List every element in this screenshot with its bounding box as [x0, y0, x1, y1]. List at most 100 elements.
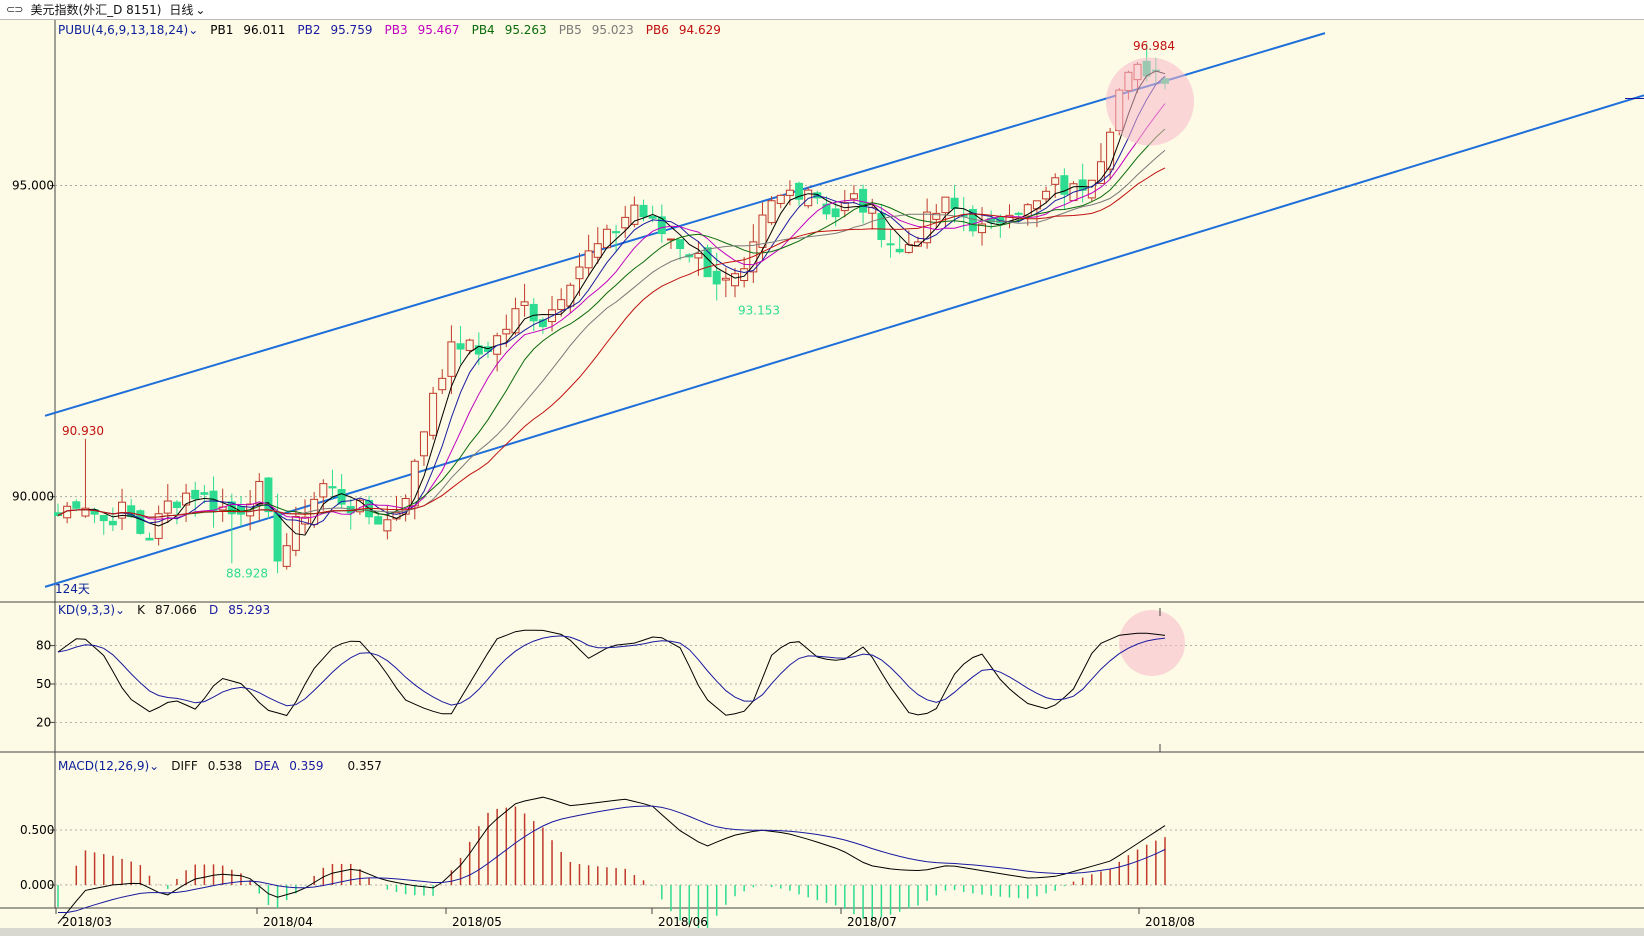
- pb5-label: PB5: [558, 23, 582, 37]
- kd-panel-header: KD(9,3,3)⌄ K 87.066 D 85.293: [58, 602, 270, 618]
- candle-body: [72, 501, 81, 509]
- main-indicator-selector[interactable]: PUBU(4,6,9,13,18,24)⌄: [58, 23, 198, 37]
- candle-body: [712, 270, 721, 285]
- kd-k-value: 87.066: [154, 603, 197, 617]
- macd-dea-stat: DEA 0.359: [254, 759, 323, 773]
- candle-body: [255, 480, 264, 505]
- macd-panel-header: MACD(12,26,9)⌄ DIFF 0.538 DEA 0.359 0.35…: [58, 758, 382, 774]
- candle: [785, 180, 794, 206]
- chevron-down-icon: ⌄: [149, 759, 160, 773]
- candle: [712, 252, 721, 301]
- period-dropdown[interactable]: 日线 ⌄: [169, 1, 205, 18]
- candle-body: [593, 243, 602, 258]
- candle: [575, 252, 584, 296]
- kd-d-label: D: [208, 603, 219, 617]
- candle: [895, 235, 904, 254]
- kd-k-stat: K 87.066: [137, 603, 197, 617]
- candle: [978, 207, 987, 246]
- candle-body: [273, 511, 282, 562]
- candle: [145, 532, 154, 541]
- main-panel-header: PUBU(4,6,9,13,18,24)⌄ PB1 96.011 PB2 95.…: [58, 22, 721, 38]
- candle-body: [1014, 212, 1023, 215]
- candle: [429, 386, 438, 440]
- macd-dea-value: 0.359: [289, 759, 324, 773]
- macd-dea-label: DEA: [254, 759, 280, 773]
- candle-body: [410, 460, 419, 507]
- candle: [813, 190, 822, 205]
- candle: [282, 533, 291, 570]
- candle: [108, 507, 117, 532]
- kd-y-tick-label: 50: [36, 677, 51, 691]
- candle: [419, 431, 428, 466]
- low-price-label: 88.928: [226, 566, 268, 580]
- candle-body: [319, 483, 328, 498]
- pb4-line: [57, 128, 1166, 518]
- chart-area[interactable]: 95.000 90.000 96.984 90.930 88.928 93.153 124天…: [0, 20, 1644, 936]
- candle-body: [465, 339, 474, 351]
- candle-body: [429, 392, 438, 436]
- candle-body: [282, 545, 291, 567]
- candle-body: [694, 253, 703, 259]
- macd-y-tick-label: 0.000: [20, 878, 54, 892]
- candle: [795, 181, 804, 206]
- candle: [511, 297, 520, 336]
- candle-body: [419, 431, 428, 457]
- pb4-label: PB4: [471, 23, 495, 37]
- chart-canvas[interactable]: 95.000 90.000 96.984 90.930 88.928 93.153 124天…: [0, 20, 1644, 928]
- candle: [1078, 163, 1087, 203]
- candle-body: [831, 208, 840, 218]
- candle-body: [108, 520, 117, 526]
- candle: [255, 473, 264, 521]
- candle: [621, 205, 630, 238]
- candle: [127, 499, 136, 519]
- pb5-line: [57, 149, 1166, 518]
- candle: [1087, 179, 1096, 202]
- horizontal-scrollbar[interactable]: [0, 928, 1644, 936]
- kd-d-line: [57, 635, 1166, 707]
- candle-body: [648, 215, 657, 219]
- candle: [968, 205, 977, 237]
- candlestick-series: [54, 43, 1169, 574]
- left-high-label: 90.930: [62, 424, 104, 438]
- pb4-value: 95.263: [504, 23, 547, 37]
- candle-body: [904, 244, 913, 253]
- chevron-down-icon: ⌄: [195, 2, 206, 17]
- candle: [337, 474, 346, 508]
- candle: [941, 196, 950, 228]
- pb5-value: 95.023: [591, 23, 634, 37]
- kd-indicator-selector[interactable]: KD(9,3,3)⌄: [58, 603, 125, 617]
- candle-body: [657, 216, 666, 235]
- pb6-stat: PB6 94.629: [646, 23, 721, 37]
- candle-body: [1078, 179, 1087, 191]
- macd-indicator-selector[interactable]: MACD(12,26,9)⌄: [58, 759, 159, 773]
- pb1-stat: PB1 96.011: [210, 23, 285, 37]
- candle-body: [118, 501, 127, 519]
- chevron-down-icon: ⌄: [188, 23, 199, 37]
- pb4-stat: PB4 95.263: [472, 23, 547, 37]
- candle-body: [63, 505, 72, 519]
- main-y-tick-label: 95.000: [12, 179, 54, 193]
- macd-diff-line: [57, 796, 1166, 924]
- candle: [731, 267, 740, 298]
- candle-body: [447, 341, 456, 377]
- candle-body: [182, 492, 191, 506]
- candle-body: [895, 248, 904, 253]
- pb6-label: PB6: [645, 23, 669, 37]
- pb2-line: [57, 75, 1166, 526]
- candle-body: [1023, 204, 1032, 217]
- candle: [566, 282, 575, 314]
- candle: [456, 326, 465, 365]
- candle: [438, 369, 447, 395]
- candle: [483, 341, 492, 359]
- candle-body: [538, 319, 547, 328]
- candle-body: [566, 284, 575, 307]
- candle-body: [99, 514, 108, 522]
- candle-body: [584, 250, 593, 269]
- candle-body: [337, 489, 346, 505]
- pb3-value: 95.467: [417, 23, 460, 37]
- days-count-label: 124天: [55, 582, 90, 596]
- candle: [584, 234, 593, 277]
- kd-d-stat: D 85.293: [209, 603, 270, 617]
- candle-body: [822, 203, 831, 215]
- window-titlebar: ⊂⊃ 美元指数(外汇_D 8151) 日线 ⌄: [0, 0, 1644, 20]
